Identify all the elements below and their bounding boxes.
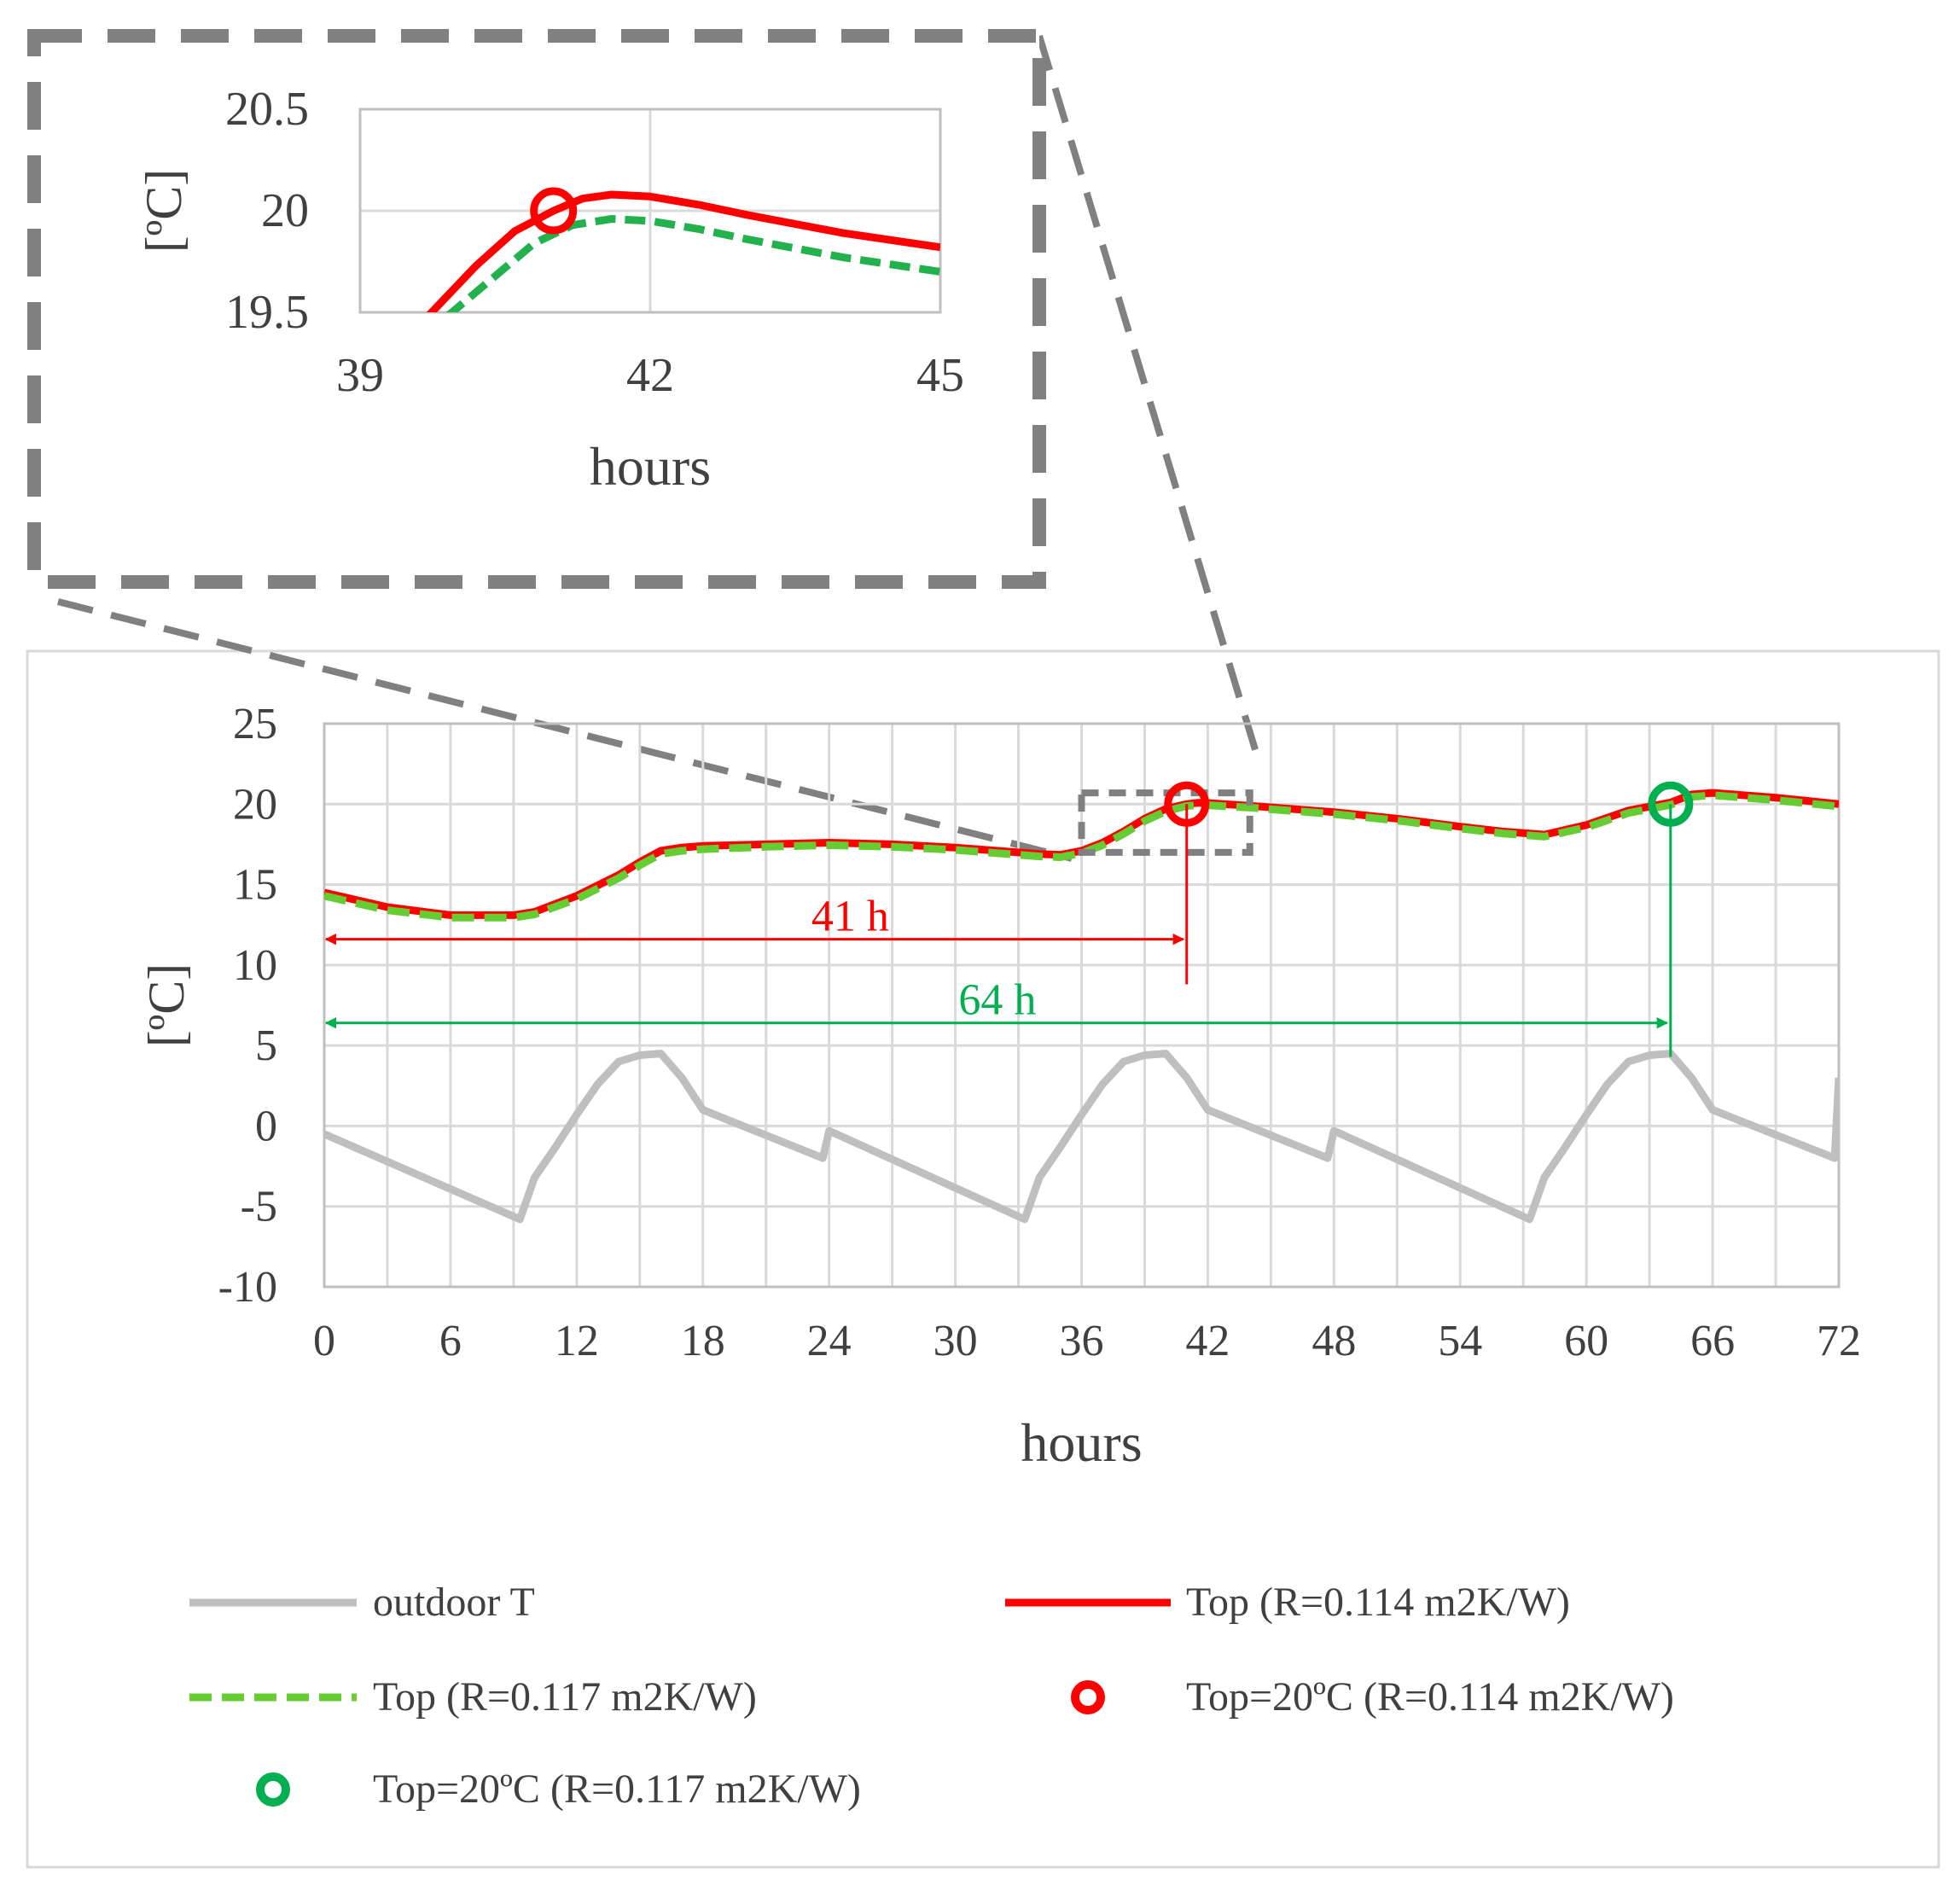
inset-x-tick-label: 39 <box>336 349 384 402</box>
y-tick-label: 25 <box>233 700 277 748</box>
inset-chart: 39 42 45 19.5 20 20.5 hours [ºC] <box>136 83 964 497</box>
series-line-outdoor-t <box>324 1050 1839 1224</box>
x-tick-label: 24 <box>807 1317 852 1365</box>
marker-top-20-c-r-0-114-m2k-w <box>1164 781 1210 827</box>
x-tick-label: 42 <box>1185 1317 1230 1365</box>
plot-area-border <box>323 722 1841 1289</box>
x-tick-label: 30 <box>933 1317 978 1365</box>
legend-marker-red <box>1071 1680 1105 1714</box>
inset-marker-top-20-c-r-0-114-m2k-w <box>530 187 578 235</box>
x-axis-title: hours <box>1021 1412 1142 1473</box>
inset-series-line-top-r-0-114-m2k-w <box>426 190 940 312</box>
y-tick-label: -5 <box>241 1183 277 1231</box>
x-tick-label: 0 <box>313 1317 335 1365</box>
inset-y-tick-label: 20 <box>261 184 309 237</box>
legend-label-red-line: Top (R=0.114 m2K/W) <box>1186 1580 1570 1625</box>
legend-marker-green <box>256 1772 290 1807</box>
main-chart: 0 6 12 18 24 30 36 42 48 54 60 66 72 -10 -5 0 5 10 15 20 25 h… <box>138 700 1861 1473</box>
x-tick-label: 6 <box>439 1317 462 1365</box>
inset-x-tick-label: 42 <box>626 349 674 402</box>
x-tick-label: 66 <box>1690 1317 1735 1365</box>
x-tick-label: 60 <box>1564 1317 1608 1365</box>
inset-plot-area-border <box>358 108 942 314</box>
y-tick-label: 5 <box>255 1021 277 1070</box>
y-tick-label: -10 <box>218 1263 277 1312</box>
legend: outdoor T Top (R=0.114 m2K/W) Top (R=0.1… <box>189 1580 1674 1812</box>
inset-x-tick-label: 45 <box>916 349 964 402</box>
x-tick-label: 12 <box>555 1317 599 1365</box>
y-tick-label: 10 <box>233 941 277 990</box>
zoom-connector-left <box>57 598 1073 862</box>
x-tick-label: 18 <box>681 1317 725 1365</box>
series-line-top-r-0-117-m2k-w <box>324 791 1839 922</box>
y-axis-title: [ºC] <box>138 963 195 1048</box>
inset-frame <box>27 29 1046 589</box>
zoom-connector-right <box>1036 34 1260 757</box>
inset-y-axis-title: [ºC] <box>136 169 192 253</box>
x-tick-label: 54 <box>1438 1317 1482 1365</box>
legend-label-green-marker: Top=20ºC (R=0.117 m2K/W) <box>373 1766 861 1812</box>
inset-y-tick-label: 20.5 <box>225 83 309 136</box>
inset-x-axis-title: hours <box>590 436 711 497</box>
x-tick-label: 36 <box>1060 1317 1104 1365</box>
duration-label-1: 41 h <box>811 893 889 941</box>
y-tick-label: 0 <box>255 1102 277 1150</box>
legend-label-green-dash: Top (R=0.117 m2K/W) <box>373 1674 757 1720</box>
x-tick-label: 72 <box>1817 1317 1861 1365</box>
inset-y-tick-label: 19.5 <box>225 286 309 339</box>
y-tick-label: 20 <box>233 780 277 829</box>
legend-label-outdoor: outdoor T <box>373 1580 535 1625</box>
legend-label-red-marker: Top=20ºC (R=0.114 m2K/W) <box>1186 1674 1674 1720</box>
zoom-region-box <box>1078 789 1253 856</box>
duration-label-2: 64 h <box>958 976 1036 1025</box>
marker-top-20-c-r-0-117-m2k-w <box>1648 781 1694 827</box>
chart-frame <box>26 649 1940 1869</box>
x-tick-label: 48 <box>1312 1317 1356 1365</box>
inset-series-line-top-r-0-117-m2k-w <box>445 215 940 312</box>
y-tick-label: 15 <box>233 861 277 910</box>
